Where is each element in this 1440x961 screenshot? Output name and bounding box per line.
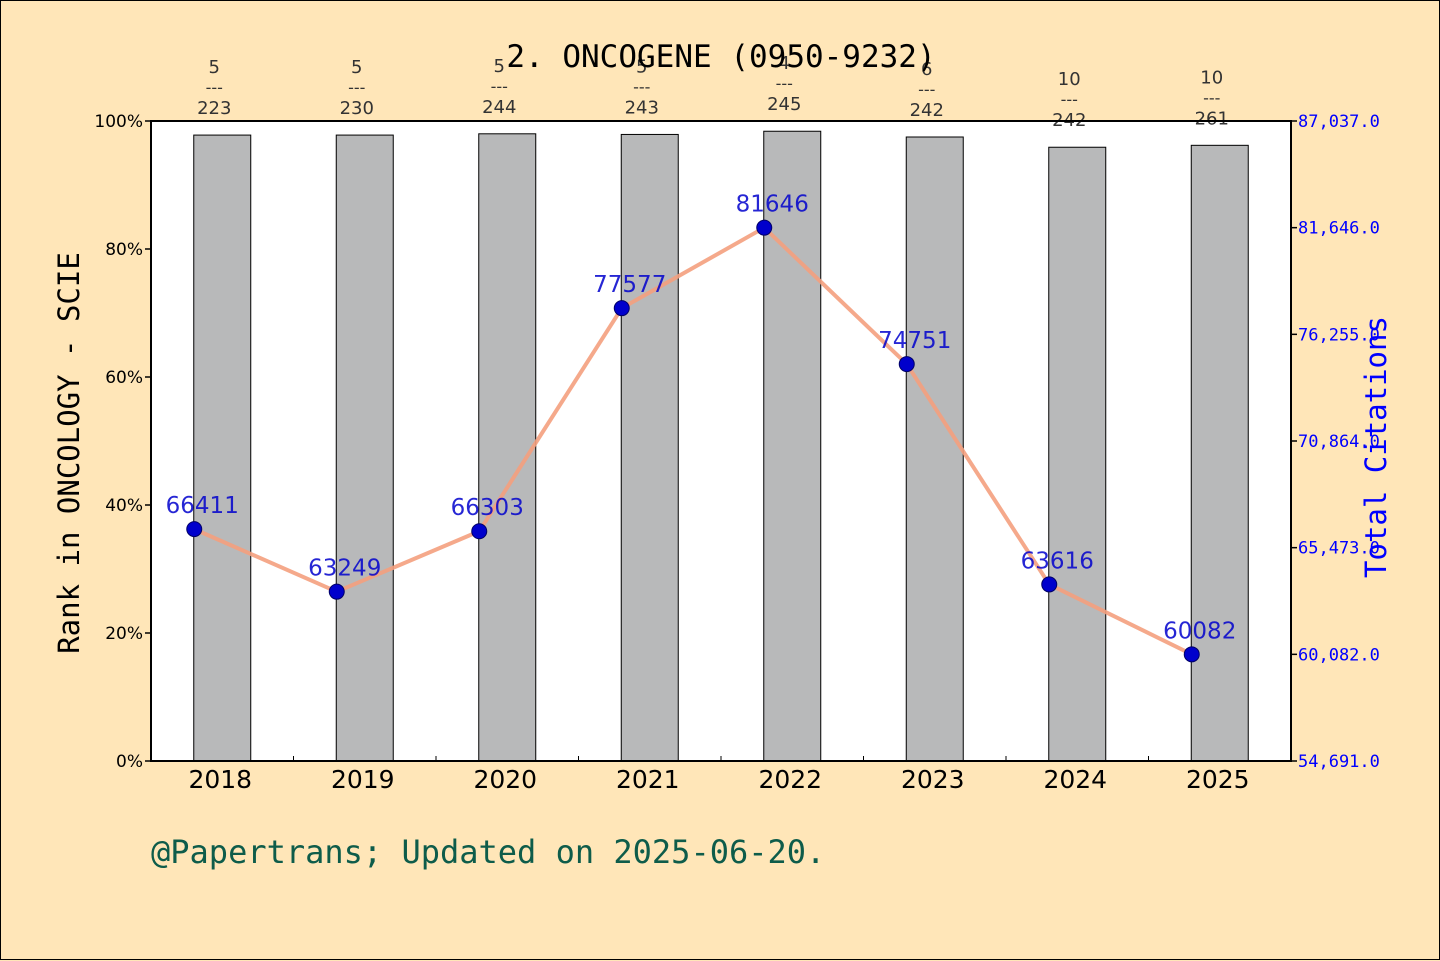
rank-divider-2022: --- [776, 74, 793, 93]
citation-point-2021 [613, 300, 630, 317]
x-tick-label-2020: 2020 [473, 765, 537, 794]
rank-divider-2021: --- [633, 77, 650, 96]
rank-divider-2018: --- [206, 78, 223, 97]
rank-label-2025: 10 [1200, 67, 1223, 88]
citation-label-2021: 77577 [593, 272, 666, 298]
citation-label-2019: 63249 [308, 556, 381, 582]
y-tick-label-4: 80% [105, 240, 143, 260]
rank-total-2022: 245 [767, 94, 801, 115]
citation-point-2018 [186, 521, 203, 538]
citation-point-2025 [1183, 646, 1200, 663]
x-tick-label-2025: 2025 [1186, 765, 1250, 794]
x-tick-label-2022: 2022 [758, 765, 822, 794]
citation-label-2023: 74751 [878, 328, 951, 354]
rank-label-2021: 5 [636, 56, 647, 77]
bar-2024 [1048, 146, 1107, 762]
rank-label-2019: 5 [351, 57, 362, 78]
rank-label-2018: 5 [209, 57, 220, 78]
x-tick-label-2023: 2023 [901, 765, 965, 794]
y-tick-label-1: 20% [105, 624, 143, 644]
citation-point-2020 [471, 523, 488, 540]
citations-line [193, 225, 1193, 657]
rank-total-2023: 242 [910, 100, 944, 121]
x-tick-label-2018: 2018 [188, 765, 252, 794]
right-tick-label-5: 81,646.0 [1298, 219, 1380, 239]
right-tick-label-6: 87,037.0 [1298, 112, 1380, 132]
x-tick-label-2024: 2024 [1043, 765, 1107, 794]
rank-label-2023: 6 [921, 59, 932, 80]
y-tick-label-2: 40% [105, 496, 143, 516]
y-tick-label-5: 100% [94, 112, 143, 132]
rank-divider-2023: --- [918, 80, 935, 99]
bar-2022 [763, 130, 822, 762]
y-tick-label-0: 0% [116, 752, 143, 772]
right-tick-label-3: 70,864.0 [1298, 432, 1380, 452]
rank-label-2022: 4 [779, 53, 790, 74]
citation-point-2023 [898, 356, 915, 373]
citation-label-2022: 81646 [736, 192, 809, 218]
rank-divider-2025: --- [1203, 88, 1220, 107]
citation-label-2020: 66303 [451, 495, 524, 521]
rank-total-2020: 244 [482, 97, 516, 118]
citation-point-2024 [1041, 576, 1058, 593]
rank-total-2021: 243 [625, 97, 659, 118]
citation-label-2025: 60082 [1163, 618, 1236, 644]
right-tick-label-1: 60,082.0 [1298, 645, 1380, 665]
chart-title: 2. ONCOGENE (0950-9232) [506, 39, 935, 75]
citation-label-2018: 66411 [166, 493, 239, 519]
right-tick-label-2: 65,473.0 [1298, 539, 1380, 559]
citation-label-2024: 63616 [1021, 548, 1094, 574]
rank-divider-2024: --- [1061, 90, 1078, 109]
footer-credit: @Papertrans; Updated on 2025-06-20. [151, 833, 826, 871]
rank-label-2024: 10 [1058, 69, 1081, 90]
rank-total-2025: 261 [1195, 108, 1229, 129]
x-tick-label-2021: 2021 [616, 765, 680, 794]
y-axis-label: Rank in ONCOLOGY - SCIE [52, 252, 86, 654]
rank-label-2020: 5 [494, 56, 505, 77]
bar-2025 [1190, 144, 1249, 762]
rank-divider-2019: --- [348, 78, 365, 97]
bar-2021 [620, 133, 679, 762]
rank-total-2019: 230 [340, 98, 374, 119]
bar-2019 [335, 134, 394, 762]
bar-2020 [478, 133, 537, 762]
rank-divider-2020: --- [491, 77, 508, 96]
bar-2023 [905, 136, 964, 762]
right-tick-label-4: 76,255.0 [1298, 325, 1380, 345]
right-axis-label: Total Citations [1359, 316, 1393, 578]
plot-area [151, 121, 1291, 761]
x-tick-label-2019: 2019 [331, 765, 395, 794]
citation-point-2019 [328, 583, 345, 600]
right-tick-label-0: 54,691.0 [1298, 752, 1380, 772]
rank-total-2018: 223 [197, 98, 231, 119]
y-tick-label-3: 60% [105, 368, 143, 388]
bar-2018 [193, 134, 252, 762]
citation-point-2022 [756, 219, 773, 236]
